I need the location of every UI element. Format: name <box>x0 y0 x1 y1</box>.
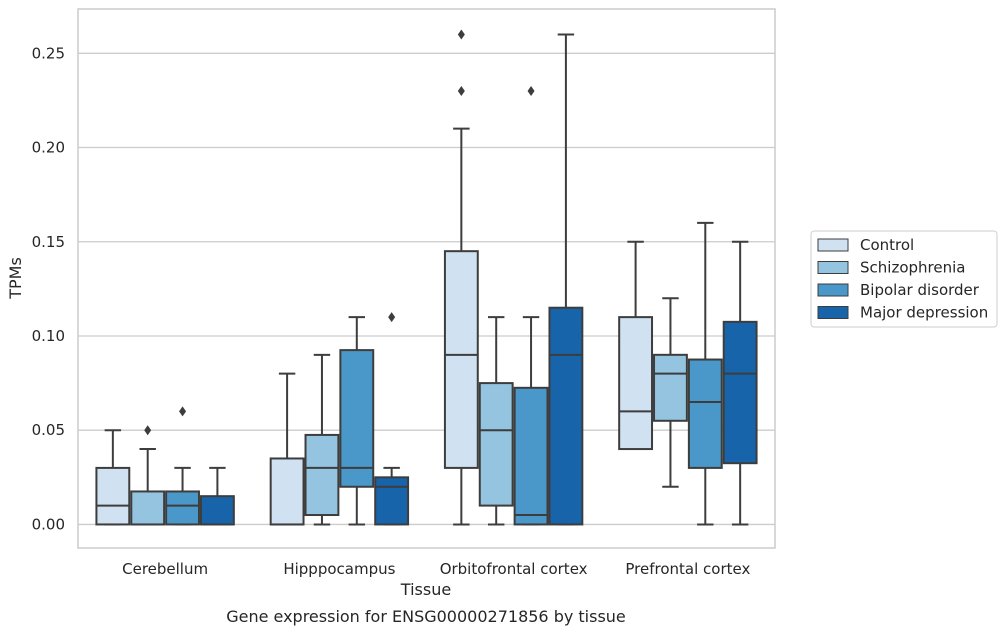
x-tick-label: Hipppocampus <box>283 560 395 578</box>
box-schizophrenia <box>304 353 340 526</box>
legend-frame <box>810 230 998 328</box>
y-tick-label: 0.20 <box>32 139 65 157</box>
box-major-depression <box>199 466 235 526</box>
legend-swatch <box>817 238 849 252</box>
legend: Control Schizophrenia Bipolar disorder Majo… <box>810 230 998 328</box>
gridlines <box>78 52 775 526</box>
box-body <box>130 490 166 526</box>
y-tick-label: 0.25 <box>32 44 65 62</box>
x-axis-label: Tissue <box>400 580 451 599</box>
y-tick-label: 0.15 <box>32 233 65 251</box>
box-major-depression <box>722 240 758 526</box>
legend-swatch <box>817 283 849 297</box>
box-control <box>618 240 654 451</box>
box-body <box>513 386 549 526</box>
box-control <box>443 29 479 526</box>
box-body <box>339 349 375 488</box>
outlier-point <box>388 312 396 323</box>
box-body <box>443 250 479 469</box>
legend-label: Bipolar disorder <box>860 281 980 299</box>
box-body <box>165 490 200 526</box>
box-body <box>304 433 340 517</box>
box-schizophrenia <box>653 297 688 488</box>
x-axis-ticks: Cerebellum Hipppocampus Orbitofrontal cort… <box>122 560 750 578</box>
chart-caption: Gene expression for ENSG00000271856 by t… <box>226 607 626 626</box>
box-major-depression <box>374 312 410 526</box>
box-body <box>618 316 654 451</box>
box-bipolar-disorder <box>165 406 200 526</box>
box-bipolar-disorder <box>513 85 549 526</box>
box-major-depression <box>548 33 584 526</box>
outlier-point <box>527 85 535 96</box>
box-schizophrenia <box>478 316 514 526</box>
box-body <box>95 466 131 526</box>
y-axis-ticks: 0.00 0.05 0.10 0.15 0.20 0.25 <box>32 44 65 533</box>
box-body <box>478 382 514 507</box>
x-tick-label: Prefrontal cortex <box>625 560 750 578</box>
outlier-point <box>457 29 465 40</box>
legend-label: Control <box>860 236 914 254</box>
box-bipolar-disorder <box>687 221 723 526</box>
box-body <box>722 320 758 465</box>
x-tick-label: Orbitofrontal cortex <box>440 560 588 578</box>
box-bipolar-disorder <box>339 316 375 526</box>
box-body <box>374 476 410 526</box>
y-tick-label: 0.10 <box>32 327 65 345</box>
box-body <box>199 495 235 526</box>
boxes <box>95 29 758 526</box>
x-tick-label: Cerebellum <box>122 560 208 578</box>
box-body <box>269 457 305 526</box>
box-control <box>95 429 131 526</box>
box-body <box>687 358 723 469</box>
box-body <box>548 306 584 526</box>
box-body <box>653 353 688 422</box>
legend-label: Schizophrenia <box>860 259 965 277</box>
y-tick-label: 0.05 <box>32 421 65 439</box>
plot-frame <box>77 8 776 549</box>
legend-label: Major depression <box>860 304 988 322</box>
box-schizophrenia <box>130 425 166 526</box>
legend-swatch <box>817 306 849 319</box>
box-control <box>269 372 305 526</box>
legend-swatch <box>817 261 849 274</box>
outlier-point <box>179 406 187 417</box>
outlier-point <box>457 85 465 96</box>
y-axis-label: TPMs <box>6 257 25 300</box>
outlier-point <box>144 425 152 436</box>
y-tick-label: 0.00 <box>32 515 65 533</box>
